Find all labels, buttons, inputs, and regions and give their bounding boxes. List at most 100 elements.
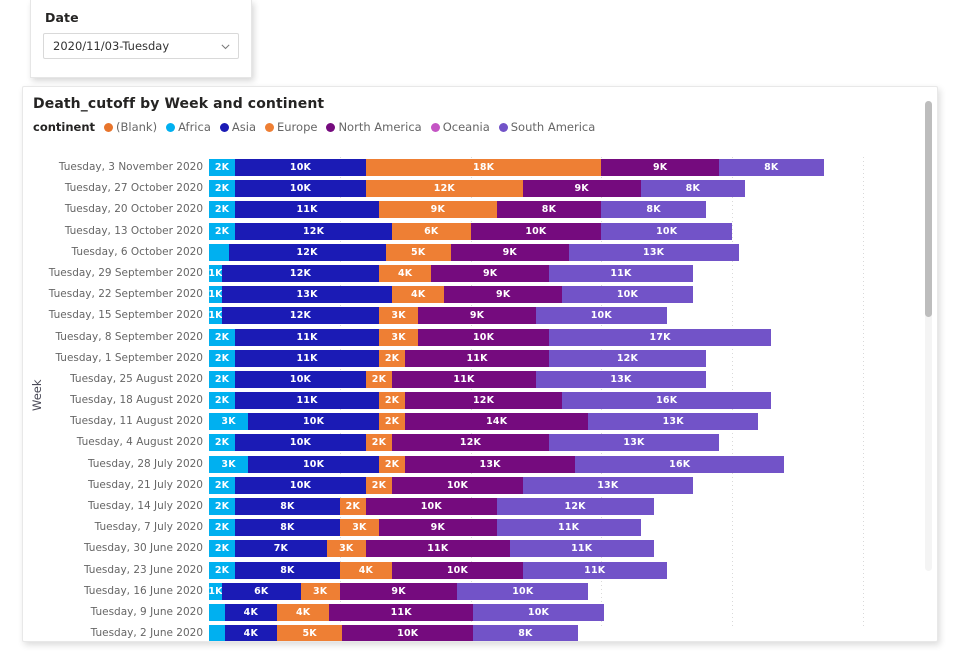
bar-segment-africa[interactable] [209, 625, 225, 641]
bar-segment-asia[interactable]: 10K [248, 455, 379, 473]
bar-segment-africa[interactable]: 2K [209, 328, 236, 346]
bar-segment-africa[interactable]: 1K [209, 264, 223, 282]
bar-segment-asia[interactable]: 8K [235, 519, 340, 537]
bar-segment-africa[interactable]: 2K [209, 159, 236, 176]
bar-segment-north-america[interactable]: 9K [431, 264, 549, 282]
bar-segment-asia[interactable]: 12K [222, 264, 379, 282]
bar-segment-europe[interactable]: 3K [379, 307, 419, 325]
bar-segment-south-america[interactable]: 10K [562, 286, 693, 304]
y-axis-category-label[interactable]: Tuesday, 9 June 2020 [90, 605, 203, 618]
bar-segment-north-america[interactable]: 8K [496, 201, 602, 219]
bar-segment-europe[interactable]: 3K [300, 582, 340, 600]
bar-segment-north-america[interactable]: 13K [405, 455, 576, 473]
bar-segment-asia[interactable]: 12K [222, 307, 379, 325]
bar-segment-south-america[interactable]: 8K [640, 180, 746, 198]
bar-segment-asia[interactable]: 10K [235, 159, 366, 176]
bar-segment-south-america[interactable]: 13K [535, 370, 706, 388]
vertical-scrollbar-thumb[interactable] [925, 101, 932, 317]
bar-segment-asia[interactable]: 11K [235, 328, 379, 346]
y-axis-category-label[interactable]: Tuesday, 14 July 2020 [87, 500, 203, 512]
bar-segment-europe[interactable]: 6K [392, 222, 471, 240]
y-axis-category-label[interactable]: Tuesday, 27 October 2020 [64, 182, 203, 195]
y-axis-category-label[interactable]: Tuesday, 20 October 2020 [64, 203, 203, 216]
bar-segment-africa[interactable] [209, 603, 225, 621]
bar-segment-europe[interactable]: 2K [365, 434, 393, 452]
bar-segment-africa[interactable]: 2K [209, 561, 236, 579]
bar-segment-africa[interactable]: 1K [209, 286, 223, 304]
y-axis-category-label[interactable]: Tuesday, 7 July 2020 [94, 521, 203, 534]
y-axis-category-label[interactable]: Tuesday, 28 July 2020 [87, 457, 203, 470]
legend-item-europe[interactable]: Europe [265, 120, 317, 134]
bar-segment-north-america[interactable]: 10K [470, 222, 602, 240]
bar-segment-europe[interactable]: 3K [326, 540, 366, 558]
y-axis-category-label[interactable]: Tuesday, 11 August 2020 [70, 415, 203, 428]
bar-segment-north-america[interactable]: 9K [444, 286, 563, 304]
bar-segment-africa[interactable] [209, 243, 229, 261]
bar-segment-south-america[interactable]: 13K [568, 243, 739, 261]
legend-item-asia[interactable]: Asia [219, 120, 256, 134]
bar-segment-africa[interactable]: 2K [209, 434, 236, 452]
vertical-scrollbar[interactable] [925, 101, 932, 571]
y-axis-category-label[interactable]: Tuesday, 29 September 2020 [48, 266, 203, 279]
bar-segment-europe[interactable]: 4K [392, 286, 445, 304]
y-axis-category-label[interactable]: Tuesday, 3 November 2020 [58, 161, 203, 173]
bar-segment-africa[interactable]: 2K [209, 519, 236, 537]
bar-segment-north-america[interactable]: 9K [450, 243, 569, 261]
bar-segment-africa[interactable]: 3K [209, 413, 249, 431]
bar-segment-europe[interactable]: 2K [365, 476, 393, 494]
bar-segment-europe[interactable]: 5K [385, 243, 451, 261]
y-axis-category-label[interactable]: Tuesday, 6 October 2020 [71, 245, 204, 258]
date-dropdown[interactable]: 2020/11/03-Tuesday [43, 33, 239, 59]
bar-segment-africa[interactable]: 1K [209, 582, 223, 600]
legend-item-south-america[interactable]: South America [498, 120, 595, 134]
bar-segment-south-america[interactable]: 12K [549, 349, 706, 367]
bar-segment-asia[interactable]: 13K [222, 286, 393, 304]
y-axis-category-label[interactable]: Tuesday, 25 August 2020 [70, 372, 203, 385]
bar-segment-africa[interactable]: 2K [209, 201, 236, 219]
bar-segment-europe[interactable]: 4K [379, 264, 432, 282]
y-axis-category-label[interactable]: Tuesday, 8 September 2020 [55, 330, 203, 343]
bar-segment-south-america[interactable]: 10K [601, 222, 733, 240]
bar-segment-south-america[interactable]: 12K [496, 498, 654, 515]
bar-segment-south-america[interactable]: 8K [473, 625, 578, 641]
legend-item-blank[interactable]: (Blank) [104, 120, 157, 134]
bar-segment-north-america[interactable]: 14K [405, 413, 589, 431]
bar-segment-north-america[interactable]: 11K [405, 349, 549, 367]
bar-segment-africa[interactable]: 2K [209, 222, 236, 240]
bar-segment-asia[interactable]: 11K [235, 201, 379, 219]
y-axis-category-label[interactable]: Tuesday, 30 June 2020 [83, 542, 203, 555]
bar-segment-south-america[interactable]: 10K [473, 603, 604, 621]
bar-segment-north-america[interactable]: 9K [418, 307, 536, 325]
bar-segment-south-america[interactable]: 10K [457, 582, 589, 600]
bar-segment-europe[interactable]: 4K [277, 603, 330, 621]
bar-segment-europe[interactable]: 2K [365, 370, 393, 388]
bar-segment-asia[interactable]: 6K [222, 582, 301, 600]
bar-segment-asia[interactable]: 12K [228, 243, 386, 261]
bar-segment-asia[interactable]: 12K [235, 222, 393, 240]
y-axis-category-label[interactable]: Tuesday, 23 June 2020 [83, 563, 203, 576]
bar-segment-north-america[interactable]: 11K [392, 370, 536, 388]
y-axis-category-label[interactable]: Tuesday, 4 August 2020 [76, 436, 203, 449]
legend-item-oceania[interactable]: Oceania [430, 120, 490, 134]
bar-segment-africa[interactable]: 2K [209, 392, 236, 410]
bar-segment-south-america[interactable]: 11K [496, 519, 641, 537]
bar-segment-europe[interactable]: 2K [379, 392, 406, 410]
bar-segment-north-america[interactable]: 12K [392, 434, 549, 452]
y-axis-category-label[interactable]: Tuesday, 21 July 2020 [87, 478, 203, 491]
bar-segment-europe[interactable]: 18K [365, 159, 602, 176]
bar-segment-south-america[interactable]: 11K [549, 264, 693, 282]
bar-segment-europe[interactable]: 2K [379, 413, 406, 431]
bar-segment-asia[interactable]: 11K [235, 349, 379, 367]
bar-segment-south-america[interactable]: 10K [535, 307, 667, 325]
bar-segment-africa[interactable]: 3K [209, 455, 249, 473]
bar-segment-asia[interactable]: 10K [235, 370, 366, 388]
y-axis-category-label[interactable]: Tuesday, 16 June 2020 [83, 584, 203, 597]
bar-segment-africa[interactable]: 2K [209, 349, 236, 367]
bar-segment-africa[interactable]: 1K [209, 307, 223, 325]
bar-segment-north-america[interactable]: 12K [405, 392, 563, 410]
y-axis-category-label[interactable]: Tuesday, 22 September 2020 [48, 288, 203, 301]
legend-item-africa[interactable]: Africa [166, 120, 211, 134]
bar-segment-south-america[interactable]: 17K [549, 328, 772, 346]
bar-segment-north-america[interactable]: 10K [342, 625, 474, 641]
y-axis-category-label[interactable]: Tuesday, 18 August 2020 [70, 394, 203, 407]
